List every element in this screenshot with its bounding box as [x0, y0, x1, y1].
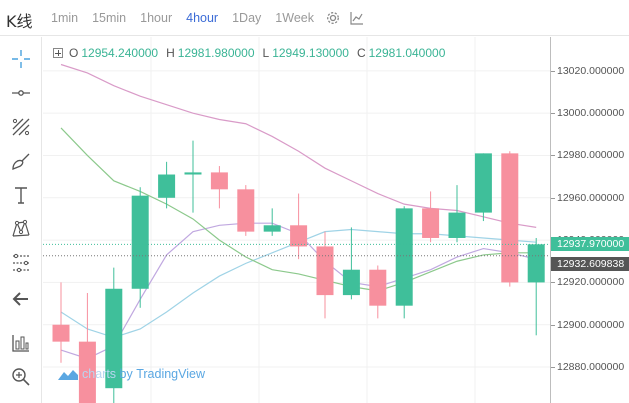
candle-body: [210, 172, 228, 190]
watermark-brand: TradingView: [136, 367, 206, 381]
tradingview-logo-icon: [58, 370, 78, 380]
candle: [78, 292, 96, 403]
pattern-icon[interactable]: [7, 215, 35, 243]
axis-tick-mark: [551, 324, 555, 326]
candle: [422, 191, 440, 243]
axis-tick-mark: [551, 70, 555, 72]
candle-body: [184, 172, 202, 175]
candle-body: [395, 208, 413, 306]
candle-body: [316, 246, 334, 296]
axis-tick-mark: [551, 113, 555, 115]
watermark-by: by: [119, 367, 133, 381]
candle: [448, 185, 466, 243]
line-chart-icon[interactable]: [345, 6, 369, 30]
axis-tick-mark: [551, 197, 555, 199]
chart-title: K线: [6, 12, 33, 31]
back-arrow-icon[interactable]: [7, 285, 35, 313]
candle-body: [52, 324, 70, 342]
candle-body: [237, 189, 255, 232]
trend-line-icon[interactable]: [7, 79, 35, 107]
candle-body: [474, 153, 492, 213]
gear-icon[interactable]: [321, 6, 345, 30]
chart-area[interactable]: O 12954.240000 H 12981.980000 L 12949.13…: [43, 37, 629, 403]
candle: [237, 185, 255, 236]
measure-icon[interactable]: [7, 249, 35, 277]
candle-body: [158, 174, 176, 198]
chart-layout-icon[interactable]: [7, 329, 35, 357]
candle: [263, 208, 281, 236]
low-value: 12949.130000: [272, 46, 349, 60]
candle-body: [78, 341, 96, 403]
open-value: 12954.240000: [81, 46, 159, 60]
candle: [501, 151, 519, 287]
candle: [210, 166, 228, 209]
candle: [369, 265, 387, 319]
interval-1day[interactable]: 1Day: [232, 11, 262, 25]
axis-tick-label: 12960.000000: [557, 191, 625, 204]
candle: [316, 231, 334, 319]
candle-body: [131, 195, 149, 289]
axis-tick-mark: [551, 367, 555, 369]
axis-tick-label: 12980.000000: [557, 149, 625, 162]
axis-tick-label: 13020.000000: [557, 64, 625, 77]
candlestick-chart[interactable]: [43, 37, 550, 403]
interval-4hour[interactable]: 4hour: [186, 11, 219, 25]
fib-retracement-icon[interactable]: [7, 113, 35, 141]
candle: [52, 282, 70, 363]
brush-icon[interactable]: [7, 147, 35, 175]
axis-tick-label: 12920.000000: [557, 276, 625, 289]
candle: [184, 140, 202, 213]
top-bar: K线 1min 15min 1hour 4hour 1Day 1Week: [0, 0, 629, 36]
candle-body: [422, 208, 440, 238]
interval-1min[interactable]: 1min: [51, 11, 79, 25]
candle-body: [369, 269, 387, 306]
candle-body: [527, 244, 545, 283]
last-price-tag: 12937.970000: [551, 237, 629, 252]
tradingview-watermark[interactable]: charts by TradingView: [58, 367, 205, 381]
ma-price-tag: 12932.609838: [551, 256, 629, 271]
zoom-icon[interactable]: [7, 363, 35, 391]
axis-tick-label: 12900.000000: [557, 318, 625, 331]
drawing-toolbar: [0, 37, 42, 403]
close-value: 12981.040000: [368, 46, 446, 60]
candle: [290, 193, 308, 260]
candle-body: [342, 269, 360, 296]
low-label: L: [262, 46, 270, 60]
interval-15min[interactable]: 15min: [92, 11, 127, 25]
ohlc-legend: O 12954.240000 H 12981.980000 L 12949.13…: [53, 46, 453, 60]
candle: [527, 237, 545, 336]
crosshair-icon[interactable]: [7, 45, 35, 73]
candle: [105, 267, 123, 403]
price-axis[interactable]: 13020.000000 13000.000000 12980.000000 1296…: [550, 37, 629, 403]
candle: [395, 206, 413, 319]
close-label: C: [356, 46, 366, 60]
interval-1week[interactable]: 1Week: [275, 11, 314, 25]
open-label: O: [69, 46, 79, 60]
text-icon[interactable]: [7, 181, 35, 209]
interval-1hour[interactable]: 1hour: [140, 11, 173, 25]
axis-tick-label: 12880.000000: [557, 361, 625, 374]
candle: [158, 161, 176, 209]
high-value: 12981.980000: [177, 46, 255, 60]
high-label: H: [166, 46, 175, 60]
candle-body: [448, 212, 466, 238]
candle: [474, 153, 492, 222]
candle-body: [105, 288, 123, 389]
candle: [131, 187, 149, 308]
candle-body: [501, 153, 519, 283]
candle: [342, 227, 360, 300]
candle-body: [263, 225, 281, 232]
watermark-prefix: charts: [82, 367, 117, 381]
axis-tick-mark: [551, 155, 555, 157]
axis-tick-mark: [551, 282, 555, 284]
expand-legend-icon[interactable]: [53, 48, 63, 58]
axis-tick-label: 13000.000000: [557, 107, 625, 120]
interval-selector: 1min 15min 1hour 4hour 1Day 1Week: [44, 0, 369, 36]
candle-body: [290, 225, 308, 247]
